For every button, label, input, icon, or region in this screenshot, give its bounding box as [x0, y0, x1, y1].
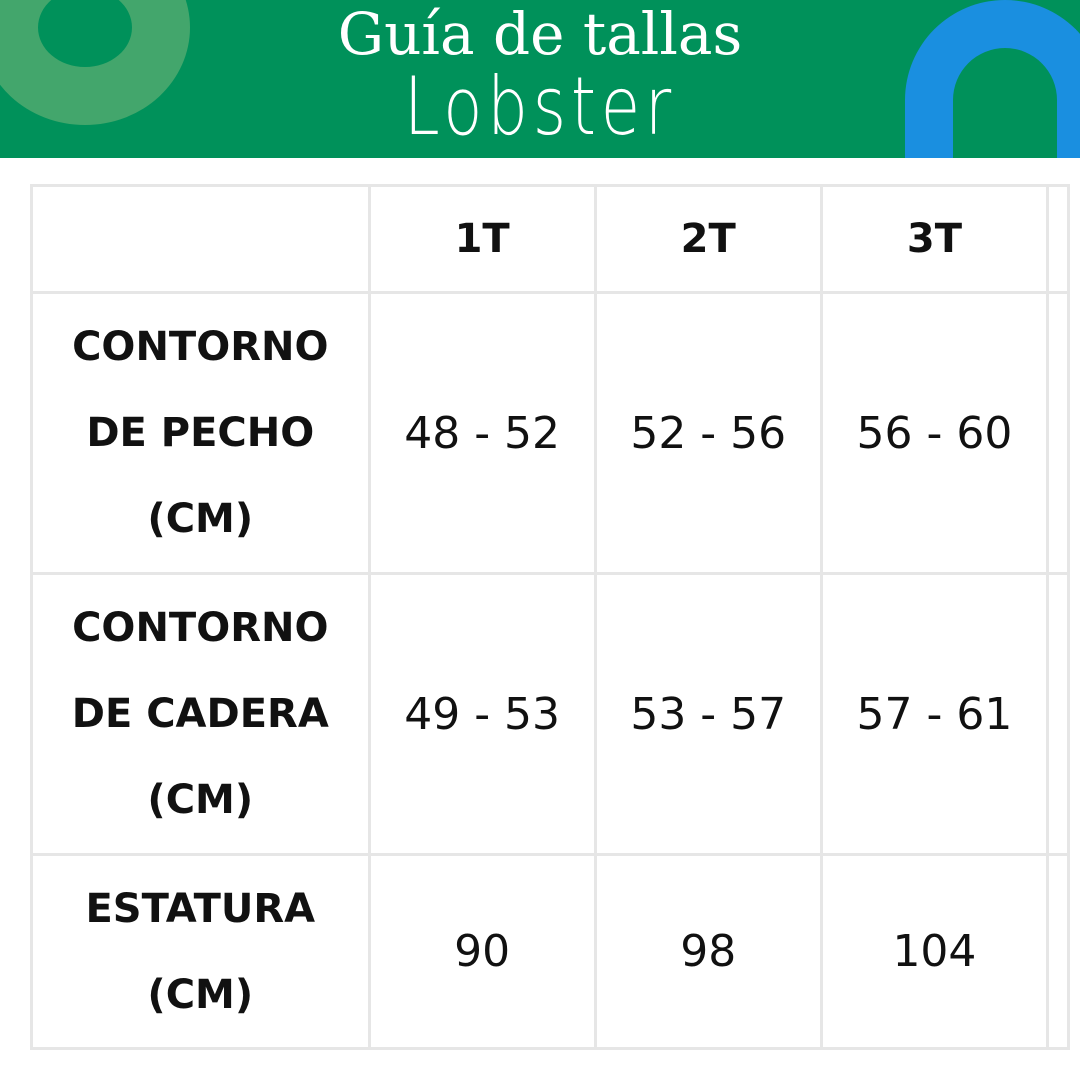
table-header-row: 1T 2T 3T	[30, 184, 1070, 294]
row-label: ESTATURA (CM)	[30, 853, 371, 1050]
table-cell: 57 - 61	[819, 572, 1050, 856]
table-cell: 90	[367, 853, 597, 1050]
header-cell	[30, 184, 371, 294]
row-label: CONTORNO DE PECHO (CM)	[30, 291, 371, 575]
table-row: CONTORNO DE CADERA (CM) 49 - 53 53 - 57 57…	[30, 572, 1070, 856]
header-cell: 3T	[819, 184, 1050, 294]
table-row: ESTATURA (CM) 90 98 104	[30, 853, 1070, 1050]
table-cell: 52 - 56	[593, 291, 823, 575]
header-cell: 2T	[593, 184, 823, 294]
table-cell: 104	[819, 853, 1050, 1050]
table-cell: 56 - 60	[819, 291, 1050, 575]
table-cell: 48 - 52	[367, 291, 597, 575]
header-banner: Guía de tallas Lobster	[0, 0, 1080, 158]
table-cell: 53 - 57	[593, 572, 823, 856]
row-label: CONTORNO DE CADERA (CM)	[30, 572, 371, 856]
table-row: CONTORNO DE PECHO (CM) 48 - 52 52 - 56 56 …	[30, 291, 1070, 575]
brand-logo: Lobster	[403, 60, 677, 153]
page-title: Guía de tallas	[337, 0, 743, 68]
table-cell: 98	[593, 853, 823, 1050]
header-cell: 1T	[367, 184, 597, 294]
size-table: 1T 2T 3T CONTORNO DE PECHO (CM) 48 - 52 52…	[30, 184, 1070, 1050]
table-cell: 49 - 53	[367, 572, 597, 856]
